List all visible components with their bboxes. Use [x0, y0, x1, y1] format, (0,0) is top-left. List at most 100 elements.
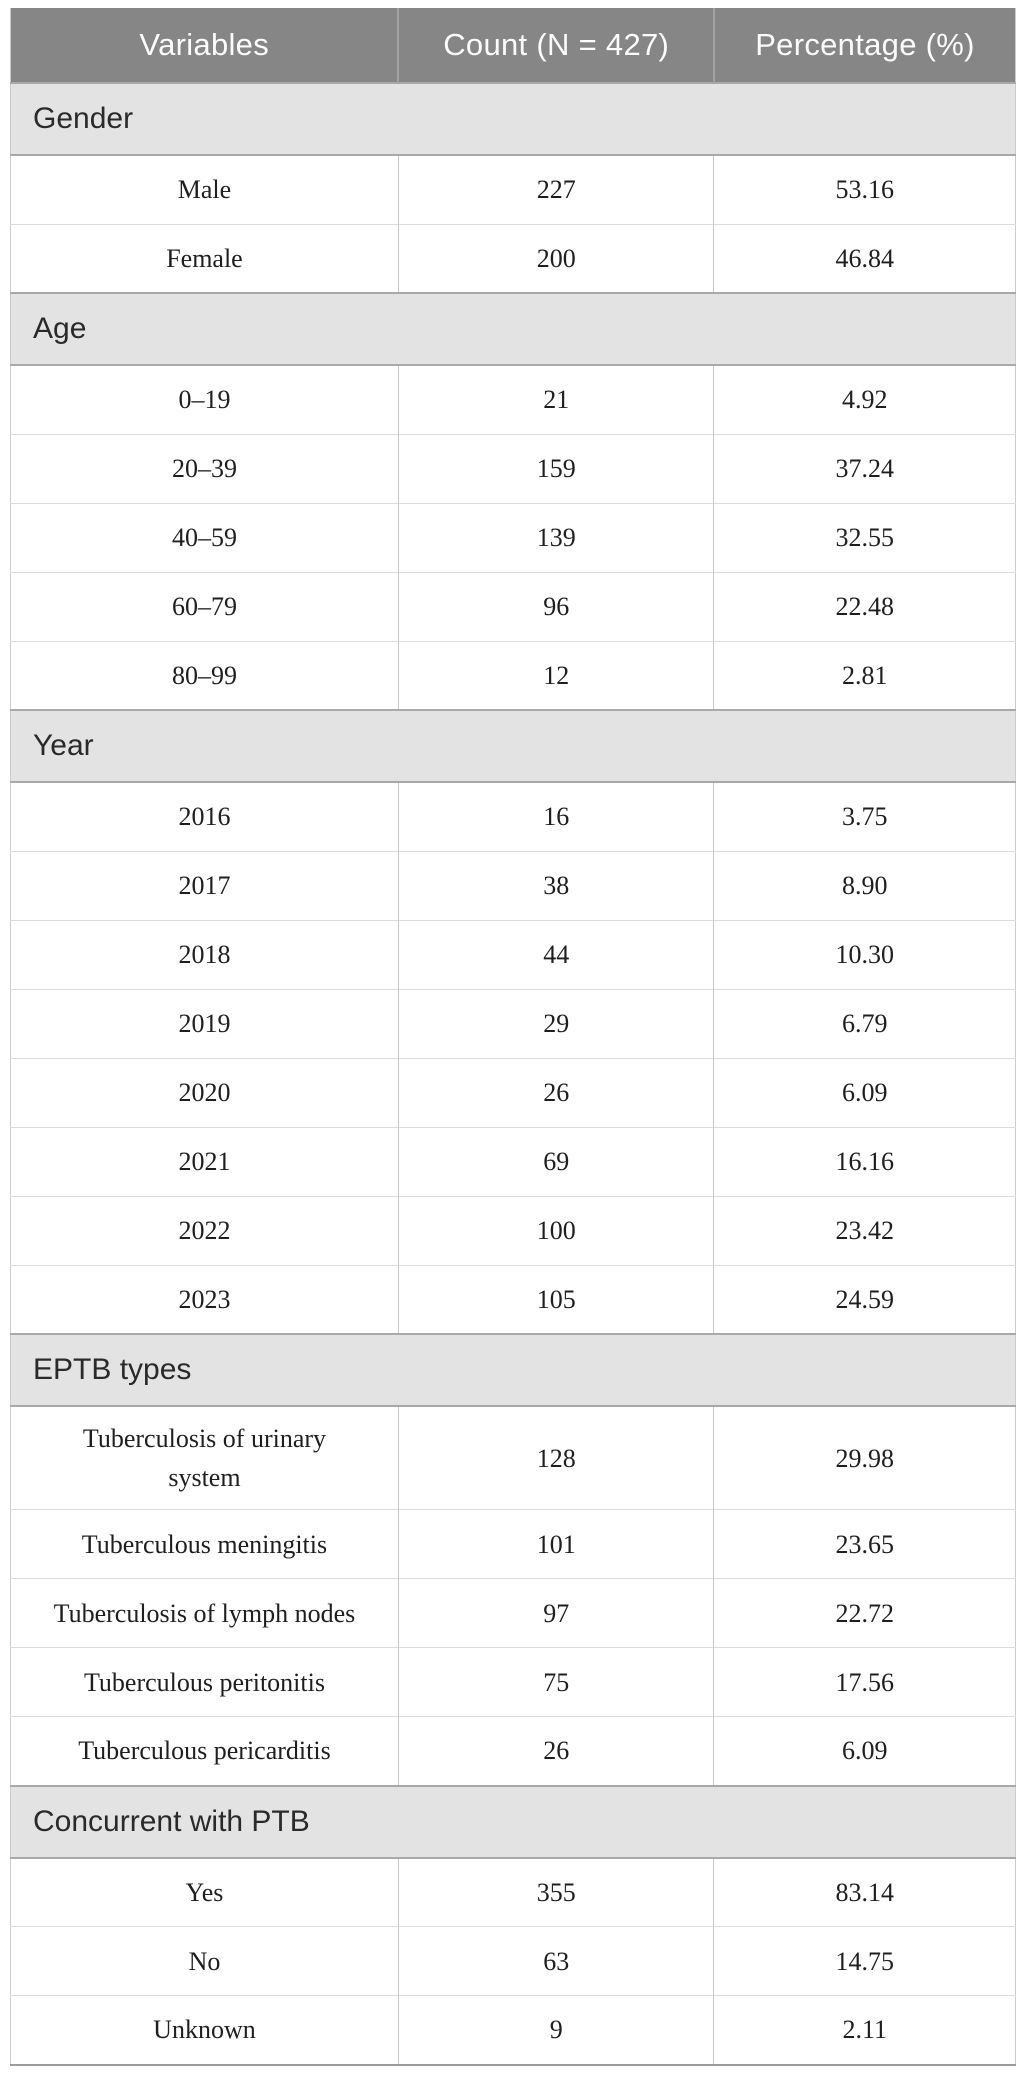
row-variable: 2022	[10, 1195, 399, 1265]
section-label: Year	[10, 709, 1016, 783]
table-row: 2022 100 23.42	[10, 1195, 1016, 1265]
table-row: Tuberculous meningitis 101 23.65	[10, 1509, 1016, 1579]
row-percentage: 16.16	[713, 1126, 1016, 1196]
row-variable: Tuberculous pericarditis	[10, 1716, 399, 1786]
row-count: 44	[397, 919, 714, 989]
table-row: Yes 355 83.14	[10, 1857, 1016, 1927]
eptb-demographics-table: Variables Count (N = 427) Percentage (%)…	[10, 8, 1016, 2066]
section-row-eptb-types: EPTB types	[10, 1333, 1016, 1407]
section-row-gender: Gender	[10, 82, 1016, 156]
row-count: 97	[397, 1578, 714, 1648]
row-variable: Tuberculosis of lymph nodes	[10, 1578, 399, 1648]
row-percentage: 2.11	[713, 1995, 1016, 2065]
row-variable: 60–79	[10, 571, 399, 641]
row-percentage: 53.16	[713, 154, 1016, 224]
row-count: 105	[397, 1264, 714, 1334]
table-row: 2023 105 24.59	[10, 1264, 1016, 1334]
row-count: 200	[397, 223, 714, 293]
row-variable: 40–59	[10, 502, 399, 572]
row-count: 75	[397, 1647, 714, 1717]
row-variable: 0–19	[10, 364, 399, 434]
table-row: 2017 38 8.90	[10, 850, 1016, 920]
row-count: 26	[397, 1716, 714, 1786]
row-variable: 2021	[10, 1126, 399, 1196]
row-percentage: 22.48	[713, 571, 1016, 641]
table-header: Variables Count (N = 427) Percentage (%)	[10, 8, 1016, 83]
table-row: 20–39 159 37.24	[10, 433, 1016, 503]
row-variable: 2018	[10, 919, 399, 989]
section-label: Age	[10, 292, 1016, 366]
table-row: Tuberculosis of lymph nodes 97 22.72	[10, 1578, 1016, 1648]
table-row: Tuberculous pericarditis 26 6.09	[10, 1716, 1016, 1786]
row-percentage: 29.98	[713, 1405, 1016, 1510]
row-percentage: 10.30	[713, 919, 1016, 989]
table-row: 2016 16 3.75	[10, 781, 1016, 851]
column-header-percentage: Percentage (%)	[712, 8, 1016, 83]
table-row: 0–19 21 4.92	[10, 364, 1016, 434]
row-variable: 2019	[10, 988, 399, 1058]
table-row: Unknown 9 2.11	[10, 1995, 1016, 2065]
row-count: 26	[397, 1057, 714, 1127]
row-count: 100	[397, 1195, 714, 1265]
row-percentage: 4.92	[713, 364, 1016, 434]
section-label: EPTB types	[10, 1333, 1016, 1407]
table-row: 2019 29 6.79	[10, 988, 1016, 1058]
section-label: Concurrent with PTB	[10, 1784, 1016, 1859]
row-count: 139	[397, 502, 714, 572]
row-percentage: 17.56	[713, 1647, 1016, 1717]
row-count: 12	[397, 640, 714, 710]
row-variable: Tuberculous meningitis	[10, 1509, 399, 1579]
table-body: Gender Male 227 53.16 Female 200 46.84 Age 0–19 2…	[10, 82, 1016, 2065]
row-count: 69	[397, 1126, 714, 1196]
section-row-concurrent-with-ptb: Concurrent with PTB	[10, 1784, 1016, 1859]
table-row: 60–79 96 22.48	[10, 571, 1016, 641]
row-variable: Tuberculosis of urinary system	[10, 1405, 399, 1510]
table-row: 40–59 139 32.55	[10, 502, 1016, 572]
row-percentage: 46.84	[713, 223, 1016, 293]
table-row: Tuberculous peritonitis 75 17.56	[10, 1647, 1016, 1717]
row-percentage: 3.75	[713, 781, 1016, 851]
row-count: 21	[397, 364, 714, 434]
row-count: 29	[397, 988, 714, 1058]
table-row: 80–99 12 2.81	[10, 640, 1016, 710]
row-count: 63	[397, 1926, 714, 1996]
row-variable: 20–39	[10, 433, 399, 503]
table-row: No 63 14.75	[10, 1926, 1016, 1996]
row-percentage: 14.75	[713, 1926, 1016, 1996]
row-percentage: 83.14	[713, 1857, 1016, 1927]
row-variable: Unknown	[10, 1995, 399, 2065]
row-variable: Tuberculous peritonitis	[10, 1647, 399, 1717]
row-variable: 80–99	[10, 640, 399, 710]
row-variable: No	[10, 1926, 399, 1996]
row-count: 9	[397, 1995, 714, 2065]
row-percentage: 22.72	[713, 1578, 1016, 1648]
table-row: Female 200 46.84	[10, 223, 1016, 293]
row-percentage: 37.24	[713, 433, 1016, 503]
row-percentage: 6.09	[713, 1057, 1016, 1127]
row-percentage: 23.42	[713, 1195, 1016, 1265]
row-variable: 2020	[10, 1057, 399, 1127]
row-percentage: 8.90	[713, 850, 1016, 920]
table-row: 2018 44 10.30	[10, 919, 1016, 989]
row-percentage: 6.79	[713, 988, 1016, 1058]
row-variable: Yes	[10, 1857, 399, 1927]
row-count: 128	[397, 1405, 714, 1510]
row-percentage: 6.09	[713, 1716, 1016, 1786]
row-count: 38	[397, 850, 714, 920]
row-variable: 2016	[10, 781, 399, 851]
column-header-count: Count (N = 427)	[397, 8, 714, 83]
row-variable: Male	[10, 154, 399, 224]
row-count: 101	[397, 1509, 714, 1579]
row-percentage: 23.65	[713, 1509, 1016, 1579]
row-count: 16	[397, 781, 714, 851]
section-row-year: Year	[10, 709, 1016, 783]
row-percentage: 32.55	[713, 502, 1016, 572]
column-header-variables: Variables	[10, 8, 399, 83]
row-variable: 2017	[10, 850, 399, 920]
table-row: 2020 26 6.09	[10, 1057, 1016, 1127]
row-percentage: 24.59	[713, 1264, 1016, 1334]
row-count: 96	[397, 571, 714, 641]
table-row: 2021 69 16.16	[10, 1126, 1016, 1196]
header-row: Variables Count (N = 427) Percentage (%)	[10, 8, 1016, 83]
